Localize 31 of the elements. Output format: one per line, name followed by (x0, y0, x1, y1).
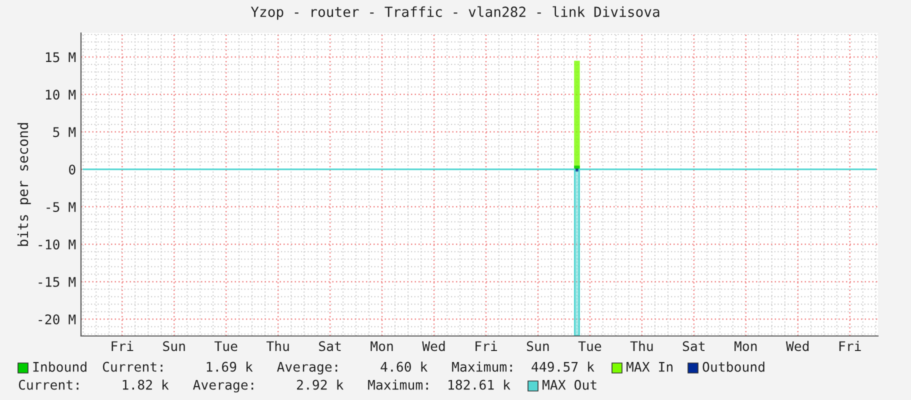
x-tick-label: Sun (163, 341, 185, 352)
legend-label: Outbound (702, 362, 764, 372)
y-tick-label: -5 M (46, 202, 76, 212)
x-tick-label: Thu (630, 340, 653, 352)
y-axis-title: bits per second (17, 123, 31, 246)
y-tick-label: -15 M (38, 277, 76, 287)
y-tick-label: 5 M (53, 127, 76, 138)
x-tick-label: Fri (112, 340, 134, 351)
y-tick-label: -10 M (38, 239, 76, 250)
legend-label: MAX Out (542, 380, 596, 390)
x-tick-label: Fri (476, 340, 498, 351)
x-tick-label: Wed (786, 340, 809, 352)
x-tick-label: Fri (839, 340, 861, 351)
x-tick-label: Wed (422, 340, 445, 352)
y-tick-label: -20 M (38, 314, 76, 324)
text: Current: 1.69 k Average: 4.60 k Maximum: 449.57 k (102, 362, 594, 374)
legend-label: Inbound (33, 362, 86, 372)
x-tick-label: Tue (214, 341, 238, 352)
x-tick-label: Sat (682, 341, 705, 352)
y-tick-label: 10 M (46, 90, 76, 100)
chart-title: Yzop - router - Traffic - vlan282 - link Divisova (250, 6, 660, 20)
legend-label: MAX In (626, 362, 672, 372)
x-tick-label: Thu (266, 340, 289, 352)
y-tick-label: 15 M (46, 52, 76, 62)
x-tick-label: Sun (526, 341, 549, 352)
x-tick-label: Mon (734, 341, 757, 352)
y-tick-label: 0 (69, 164, 76, 175)
text: Current: 1.82 k Average: 2.92 k Maximum: 182.61 k (18, 380, 510, 392)
x-tick-label: Sat (319, 341, 341, 352)
x-tick-label: Tue (578, 341, 602, 352)
x-tick-label: Mon (370, 341, 393, 352)
